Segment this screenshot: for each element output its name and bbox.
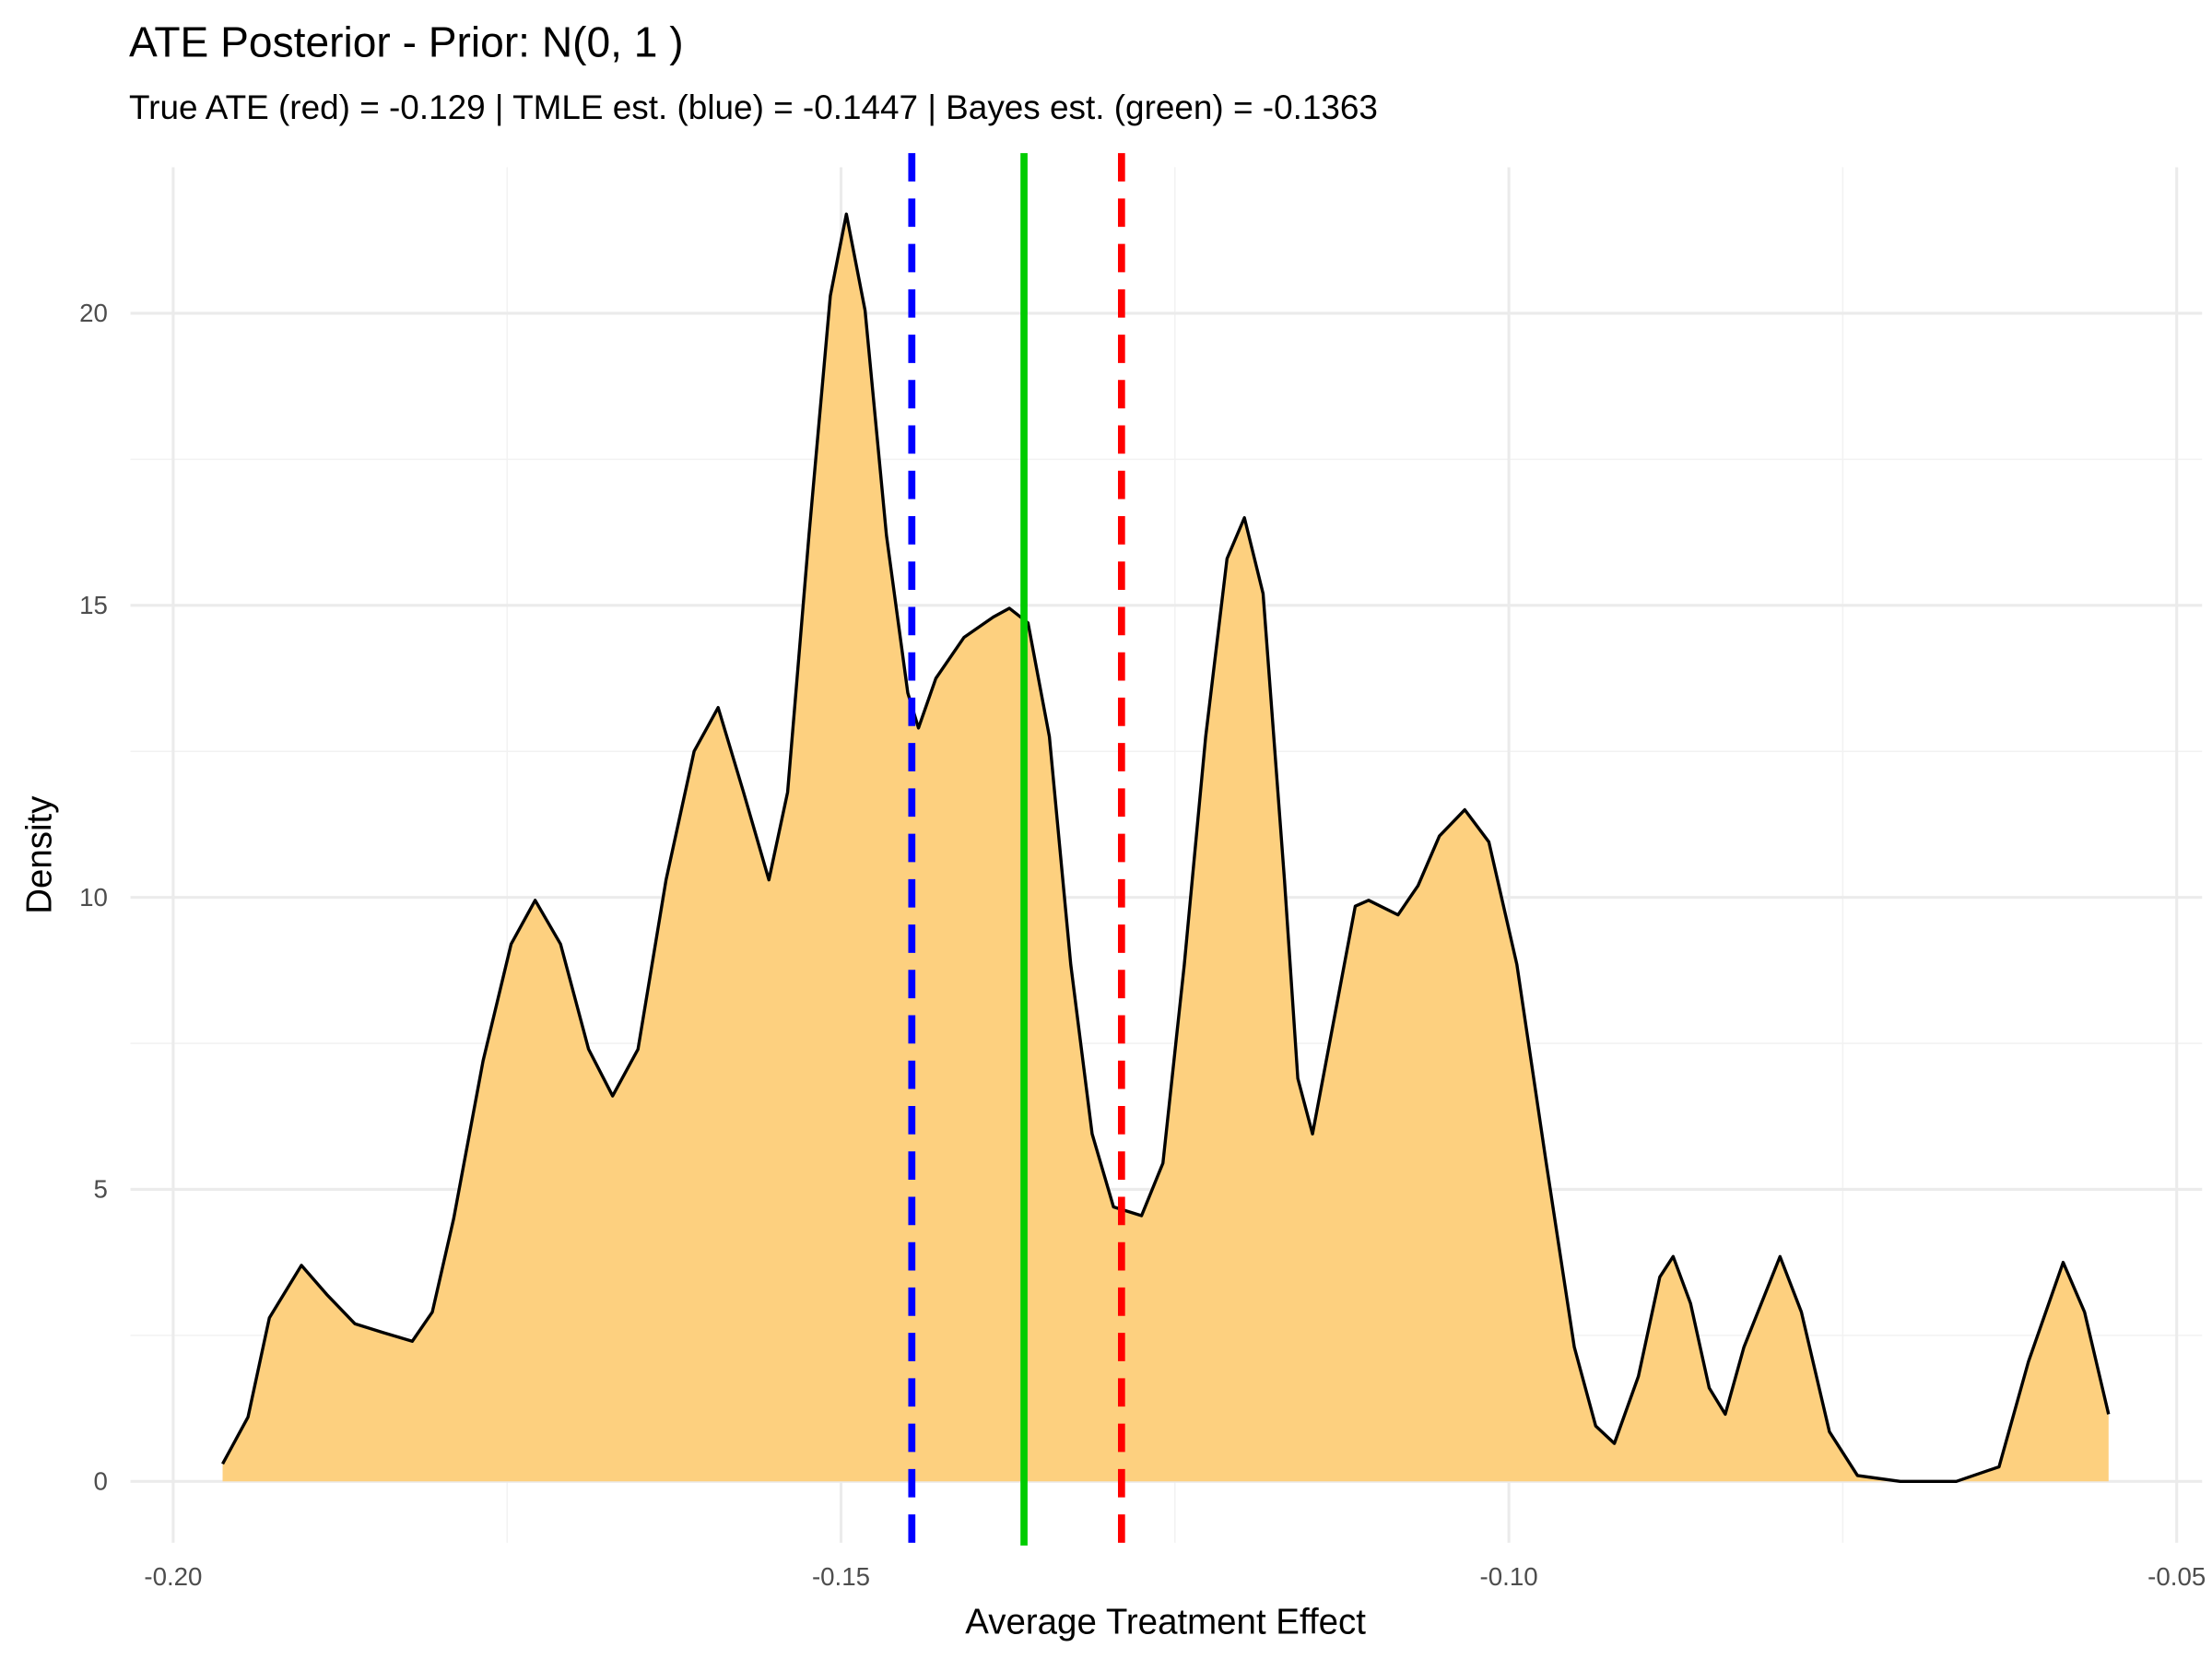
- y-axis-title: Density: [19, 795, 59, 914]
- y-tick-label: 20: [79, 299, 108, 327]
- density-area: [222, 214, 2109, 1482]
- x-tick-label: -0.05: [2147, 1562, 2206, 1591]
- density-line: [221, 212, 2111, 1483]
- chart-title: ATE Posterior - Prior: N(0, 1 ): [129, 18, 684, 66]
- y-tick-label: 0: [94, 1467, 108, 1496]
- y-tick-label: 15: [79, 591, 108, 619]
- x-tick-label: -0.15: [812, 1562, 870, 1591]
- x-axis-title: Average Treatment Effect: [965, 1602, 1366, 1641]
- x-tick-label: -0.10: [1480, 1562, 1538, 1591]
- x-tick-label: -0.20: [144, 1562, 202, 1591]
- y-tick-label: 10: [79, 883, 108, 912]
- y-tick-label: 5: [94, 1175, 108, 1204]
- chart-subtitle: True ATE (red) = -0.129 | TMLE est. (blu…: [129, 88, 1378, 126]
